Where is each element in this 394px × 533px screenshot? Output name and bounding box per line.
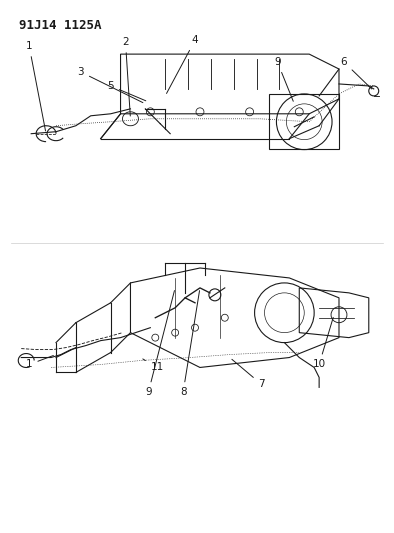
Text: 4: 4 [167, 35, 198, 93]
Text: 3: 3 [78, 67, 143, 103]
Text: 11: 11 [143, 359, 164, 373]
Text: 8: 8 [180, 290, 199, 397]
Text: 10: 10 [312, 318, 333, 369]
Text: 9: 9 [145, 290, 175, 397]
Text: 7: 7 [232, 359, 265, 390]
Text: 9: 9 [274, 57, 293, 101]
Text: 1: 1 [26, 41, 46, 131]
Text: 91J14 1125A: 91J14 1125A [19, 19, 102, 33]
Text: 1: 1 [26, 356, 54, 369]
Text: 2: 2 [122, 37, 130, 116]
Text: 5: 5 [107, 81, 146, 101]
Text: 6: 6 [341, 57, 372, 89]
